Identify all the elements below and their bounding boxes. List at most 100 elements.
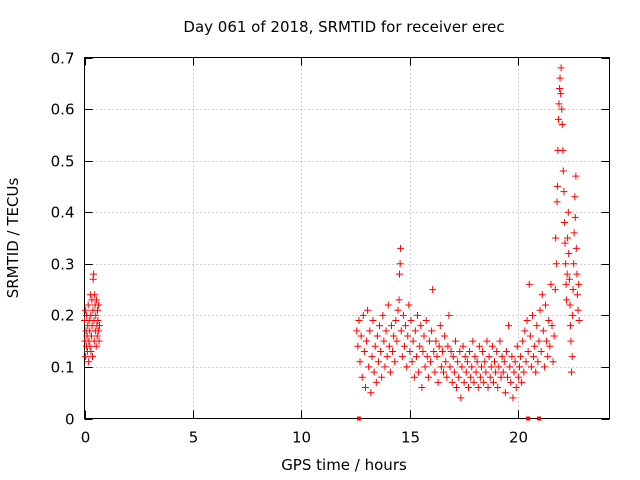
data-point (499, 368, 507, 376)
x-tick-label: 20 (509, 429, 528, 447)
data-point (392, 317, 400, 325)
data-point (546, 342, 554, 350)
x-tick-label: 15 (401, 429, 420, 447)
data-point (416, 342, 424, 350)
zero-marker (356, 416, 361, 421)
data-point (410, 373, 418, 381)
data-point (483, 337, 491, 345)
y-tick-label: 0.4 (51, 204, 75, 222)
data-point (572, 172, 580, 180)
data-point (357, 332, 365, 340)
data-point (558, 105, 566, 113)
data-point (522, 358, 530, 366)
data-point (557, 90, 565, 98)
data-point (555, 115, 563, 123)
data-point (501, 389, 509, 397)
data-point (90, 270, 98, 278)
y-tick-label: 0 (65, 411, 75, 429)
data-point (470, 378, 478, 386)
data-point (500, 358, 508, 366)
data-point (484, 384, 492, 392)
data-point (556, 84, 564, 92)
data-point (419, 347, 427, 355)
data-point (82, 353, 90, 361)
data-point (518, 378, 526, 386)
data-point (442, 358, 450, 366)
data-point (508, 353, 516, 361)
data-point (564, 234, 572, 242)
data-point (370, 368, 378, 376)
data-point (559, 167, 567, 175)
data-point (424, 373, 432, 381)
data-point (568, 353, 576, 361)
data-point (449, 353, 457, 361)
data-point (383, 353, 391, 361)
data-point (476, 373, 484, 381)
data-point (87, 347, 95, 355)
data-point (570, 260, 578, 268)
data-point (574, 306, 582, 314)
data-point (84, 301, 92, 309)
data-point (408, 358, 416, 366)
data-point (543, 337, 551, 345)
data-point (427, 358, 435, 366)
data-point (550, 332, 558, 340)
y-tick-label: 0.3 (51, 256, 75, 274)
data-point (453, 384, 461, 392)
data-point (512, 384, 520, 392)
data-point (448, 378, 456, 386)
data-point (451, 337, 459, 345)
data-point (385, 342, 393, 350)
data-point (376, 322, 384, 330)
data-point (94, 327, 102, 335)
data-point (573, 270, 581, 278)
data-point (365, 363, 373, 371)
data-point (517, 353, 525, 361)
data-point (562, 260, 570, 268)
data-point (533, 322, 541, 330)
data-point (455, 373, 463, 381)
data-point (526, 332, 534, 340)
data-point (471, 353, 479, 361)
data-point (359, 311, 367, 319)
data-point (421, 363, 429, 371)
data-point (91, 291, 99, 299)
data-point (402, 322, 410, 330)
data-point (396, 260, 404, 268)
data-point (446, 363, 454, 371)
data-point (564, 208, 572, 216)
data-point (92, 311, 100, 319)
data-point (488, 342, 496, 350)
data-point (433, 353, 441, 361)
data-point (575, 317, 583, 325)
y-tick-label: 0.7 (51, 50, 75, 68)
data-point (457, 394, 465, 402)
zero-marker (536, 416, 541, 421)
data-point (398, 353, 406, 361)
data-point (380, 337, 388, 345)
data-point (507, 378, 515, 386)
data-point (502, 347, 510, 355)
data-point (498, 353, 506, 361)
data-point (489, 378, 497, 386)
data-point (520, 368, 528, 376)
data-point (531, 342, 539, 350)
data-point (412, 353, 420, 361)
data-point (569, 311, 577, 319)
data-point (515, 363, 523, 371)
plot-frame (84, 57, 610, 419)
data-point (566, 322, 574, 330)
data-point (460, 378, 468, 386)
data-point (509, 394, 517, 402)
data-point (443, 373, 451, 381)
data-point (371, 342, 379, 350)
data-point (95, 301, 103, 309)
data-point (525, 280, 533, 288)
zero-marker (526, 416, 531, 421)
grid-layer (84, 57, 610, 419)
data-point (549, 358, 557, 366)
data-point (435, 342, 443, 350)
x-tick-label: 5 (189, 429, 199, 447)
data-point (537, 347, 545, 355)
data-point (440, 368, 448, 376)
